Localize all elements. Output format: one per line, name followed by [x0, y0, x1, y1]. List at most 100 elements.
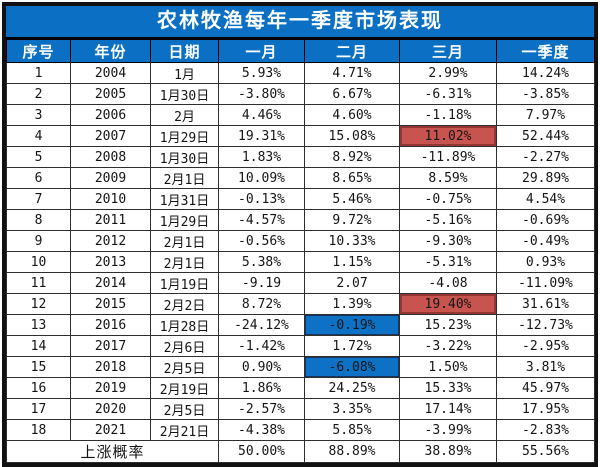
- cell-mar: -0.75%: [399, 188, 497, 210]
- cell-jan: 5.93%: [218, 62, 305, 84]
- cell-jan: 19.31%: [218, 125, 305, 147]
- cell-q1: 17.95%: [496, 398, 595, 420]
- cell-mar: -5.31%: [399, 251, 497, 273]
- cell-q1: 45.97%: [496, 377, 595, 399]
- cell-no: 4: [6, 125, 71, 147]
- cell-date: 1月29日: [150, 209, 219, 231]
- cell-year: 2016: [70, 314, 151, 336]
- table-row: 11 2014 1月19日 -9.19 2.07 -4.08 -11.09%: [6, 272, 595, 294]
- footer-value-q1: 55.56%: [496, 440, 595, 463]
- cell-feb: 8.92%: [304, 146, 400, 168]
- cell-feb: 5.46%: [304, 188, 400, 210]
- cell-date: 2月5日: [150, 356, 219, 378]
- cell-feb: 4.60%: [304, 104, 400, 126]
- cell-date: 2月1日: [150, 251, 219, 273]
- cell-no: 9: [6, 230, 71, 252]
- cell-feb: 15.08%: [304, 125, 400, 147]
- table-row: 9 2012 2月1日 -0.56% 10.33% -9.30% -0.49%: [6, 230, 595, 252]
- cell-mar: 19.40%: [399, 293, 497, 315]
- cell-mar: 2.99%: [399, 62, 497, 84]
- cell-date: 1月30日: [150, 83, 219, 105]
- footer-value-mar: 38.89%: [399, 440, 497, 463]
- cell-year: 2017: [70, 335, 151, 357]
- table-row: 3 2006 2月 4.46% 4.60% -1.18% 7.97%: [6, 104, 595, 126]
- footer-label: 上涨概率: [6, 440, 219, 463]
- cell-jan: -1.42%: [218, 335, 305, 357]
- cell-q1: -3.85%: [496, 83, 595, 105]
- cell-mar: -3.22%: [399, 335, 497, 357]
- table-row: 6 2009 2月1日 10.09% 8.65% 8.59% 29.89%: [6, 167, 595, 189]
- cell-jan: 0.90%: [218, 356, 305, 378]
- cell-year: 2019: [70, 377, 151, 399]
- cell-feb: -0.19%: [304, 314, 400, 336]
- cell-mar: -3.99%: [399, 419, 497, 441]
- column-header-no: 序号: [6, 39, 71, 63]
- column-header-jan: 一月: [218, 39, 305, 63]
- cell-no: 18: [6, 419, 71, 441]
- table-row: 12 2015 2月2日 8.72% 1.39% 19.40% 31.61%: [6, 293, 595, 315]
- table-row: 16 2019 2月19日 1.86% 24.25% 15.33% 45.97%: [6, 377, 595, 399]
- table-row: 2 2005 1月30日 -3.80% 6.67% -6.31% -3.85%: [6, 83, 595, 105]
- cell-jan: -3.80%: [218, 83, 305, 105]
- cell-q1: -2.27%: [496, 146, 595, 168]
- cell-year: 2012: [70, 230, 151, 252]
- cell-jan: 10.09%: [218, 167, 305, 189]
- cell-date: 1月28日: [150, 314, 219, 336]
- cell-no: 17: [6, 398, 71, 420]
- cell-q1: 7.97%: [496, 104, 595, 126]
- cell-feb: 24.25%: [304, 377, 400, 399]
- column-header-q1: 一季度: [496, 39, 595, 63]
- cell-mar: -11.89%: [399, 146, 497, 168]
- cell-jan: -0.13%: [218, 188, 305, 210]
- cell-no: 13: [6, 314, 71, 336]
- cell-feb: 8.65%: [304, 167, 400, 189]
- cell-feb: 9.72%: [304, 209, 400, 231]
- column-header-year: 年份: [70, 39, 151, 63]
- cell-no: 11: [6, 272, 71, 294]
- cell-mar: 11.02%: [399, 125, 497, 147]
- cell-feb: 1.15%: [304, 251, 400, 273]
- cell-date: 1月31日: [150, 188, 219, 210]
- cell-no: 1: [6, 62, 71, 84]
- cell-jan: -4.57%: [218, 209, 305, 231]
- column-header-feb: 二月: [304, 39, 400, 63]
- cell-feb: 2.07: [304, 272, 400, 294]
- cell-date: 2月1日: [150, 167, 219, 189]
- cell-q1: -12.73%: [496, 314, 595, 336]
- column-header-date: 日期: [150, 39, 219, 63]
- cell-mar: 8.59%: [399, 167, 497, 189]
- cell-jan: 5.38%: [218, 251, 305, 273]
- cell-jan: 4.46%: [218, 104, 305, 126]
- cell-year: 2006: [70, 104, 151, 126]
- cell-year: 2005: [70, 83, 151, 105]
- cell-date: 2月19日: [150, 377, 219, 399]
- table-title: 农林牧渔每年一季度市场表现: [6, 6, 594, 39]
- cell-q1: 0.93%: [496, 251, 595, 273]
- column-header-mar: 三月: [399, 39, 497, 63]
- cell-feb: -6.08%: [304, 356, 400, 378]
- cell-year: 2013: [70, 251, 151, 273]
- cell-jan: 8.72%: [218, 293, 305, 315]
- cell-no: 14: [6, 335, 71, 357]
- cell-feb: 1.39%: [304, 293, 400, 315]
- cell-jan: -2.57%: [218, 398, 305, 420]
- table-row: 17 2020 2月5日 -2.57% 3.35% 17.14% 17.95%: [6, 398, 595, 420]
- cell-jan: -0.56%: [218, 230, 305, 252]
- cell-q1: 3.81%: [496, 356, 595, 378]
- cell-year: 2008: [70, 146, 151, 168]
- cell-no: 2: [6, 83, 71, 105]
- cell-date: 2月: [150, 104, 219, 126]
- cell-year: 2011: [70, 209, 151, 231]
- cell-date: 1月19日: [150, 272, 219, 294]
- cell-no: 3: [6, 104, 71, 126]
- cell-no: 10: [6, 251, 71, 273]
- cell-jan: -4.38%: [218, 419, 305, 441]
- table-row: 5 2008 1月30日 1.83% 8.92% -11.89% -2.27%: [6, 146, 595, 168]
- cell-feb: 6.67%: [304, 83, 400, 105]
- cell-feb: 5.85%: [304, 419, 400, 441]
- table-body: 1 2004 1月 5.93% 4.71% 2.99% 14.24% 2 2005 1月30日 -3…: [6, 62, 595, 463]
- footer-value-jan: 50.00%: [218, 440, 305, 463]
- cell-mar: -4.08: [399, 272, 497, 294]
- cell-year: 2004: [70, 62, 151, 84]
